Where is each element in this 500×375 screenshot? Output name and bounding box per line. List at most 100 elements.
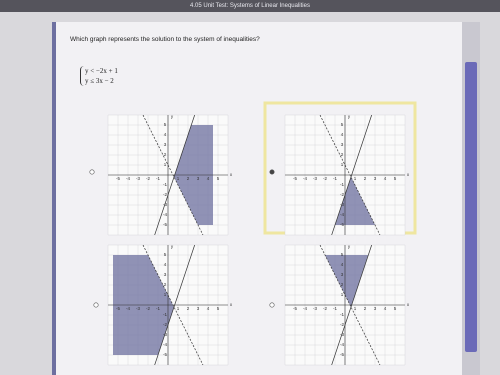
x-tick-label: -4 bbox=[126, 306, 130, 311]
x-tick-label: 4 bbox=[207, 306, 210, 311]
y-tick-label: 5 bbox=[341, 252, 344, 257]
x-tick-label: -4 bbox=[303, 176, 307, 181]
y-tick-label: 5 bbox=[341, 122, 344, 127]
x-tick-label: 1 bbox=[354, 176, 357, 181]
x-tick-label: 3 bbox=[374, 306, 377, 311]
radio-button[interactable] bbox=[269, 302, 275, 308]
y-tick-label: 3 bbox=[341, 272, 344, 277]
inequality-system: y < −2x + 1 y ≤ 3x − 2 bbox=[80, 66, 118, 86]
x-tick-label: -5 bbox=[293, 176, 297, 181]
y-axis-label: y bbox=[348, 114, 351, 119]
y-tick-label: 1 bbox=[164, 162, 167, 167]
x-tick-label: 4 bbox=[384, 306, 387, 311]
y-tick-label: -4 bbox=[340, 342, 344, 347]
y-tick-label: 3 bbox=[341, 142, 344, 147]
y-tick-label: -4 bbox=[163, 212, 167, 217]
x-tick-label: 2 bbox=[364, 306, 367, 311]
x-tick-label: 5 bbox=[394, 176, 397, 181]
y-tick-label: 3 bbox=[164, 272, 167, 277]
x-tick-label: 5 bbox=[217, 306, 220, 311]
x-tick-label: 2 bbox=[187, 176, 190, 181]
x-tick-label: -5 bbox=[116, 176, 120, 181]
inequality: y ≤ 3x − 2 bbox=[85, 77, 114, 85]
x-tick-label: -4 bbox=[126, 176, 130, 181]
radio-button[interactable] bbox=[269, 169, 275, 175]
x-tick-label: 2 bbox=[364, 176, 367, 181]
x-tick-label: -1 bbox=[156, 176, 160, 181]
y-tick-label: 4 bbox=[164, 262, 167, 267]
x-tick-label: -1 bbox=[333, 176, 337, 181]
y-tick-label: 3 bbox=[164, 142, 167, 147]
y-tick-label: -3 bbox=[163, 332, 167, 337]
graph: -5 -5 -4 -4 -3 -3 -2 -2 -1-1 1 1 2 2 3 3 4 4 5 5 x y bbox=[284, 114, 410, 236]
boundary-solid bbox=[331, 245, 372, 365]
y-tick-label: -3 bbox=[163, 202, 167, 207]
x-tick-label: -3 bbox=[136, 306, 140, 311]
x-tick-label: -3 bbox=[313, 306, 317, 311]
x-tick-label: 3 bbox=[197, 306, 200, 311]
x-axis-label: x bbox=[407, 172, 410, 177]
test-title: 4.05 Unit Test: Systems of Linear Inequa… bbox=[0, 0, 500, 12]
x-tick-label: 1 bbox=[177, 306, 180, 311]
y-tick-label: -1 bbox=[340, 182, 344, 187]
x-axis-label: x bbox=[230, 302, 233, 307]
inequality: y < −2x + 1 bbox=[85, 67, 118, 75]
boundary-dashed bbox=[319, 115, 381, 235]
x-tick-label: 5 bbox=[394, 306, 397, 311]
x-tick-label: -3 bbox=[136, 176, 140, 181]
x-tick-label: -1 bbox=[156, 306, 160, 311]
y-tick-label: -5 bbox=[163, 222, 167, 227]
x-tick-label: -4 bbox=[303, 306, 307, 311]
y-axis-label: y bbox=[171, 244, 174, 249]
y-tick-label: 1 bbox=[341, 292, 344, 297]
x-tick-label: -2 bbox=[323, 176, 327, 181]
y-tick-label: -2 bbox=[163, 192, 167, 197]
x-tick-label: 4 bbox=[207, 176, 210, 181]
boundary-solid bbox=[331, 115, 372, 235]
x-tick-label: 2 bbox=[187, 306, 190, 311]
x-tick-label: -2 bbox=[146, 306, 150, 311]
x-tick-label: 1 bbox=[354, 306, 357, 311]
y-tick-label: 5 bbox=[164, 252, 167, 257]
question-prompt: Which graph represents the solution to t… bbox=[70, 36, 260, 43]
y-tick-label: -1 bbox=[163, 182, 167, 187]
y-axis-label: y bbox=[171, 114, 174, 119]
y-tick-label: -2 bbox=[163, 322, 167, 327]
x-tick-label: 5 bbox=[217, 176, 220, 181]
y-tick-label: 5 bbox=[164, 122, 167, 127]
x-tick-label: 3 bbox=[374, 176, 377, 181]
scroll-thumb[interactable] bbox=[465, 62, 477, 352]
scrollbar[interactable] bbox=[462, 22, 480, 375]
x-tick-label: -3 bbox=[313, 176, 317, 181]
y-tick-label: 4 bbox=[164, 132, 167, 137]
boundary-dashed bbox=[319, 245, 381, 365]
radio-button[interactable] bbox=[89, 169, 95, 175]
y-tick-label: -5 bbox=[163, 352, 167, 357]
graph: -5 -5 -4 -4 -3 -3 -2 -2 -1-1 1 1 2 2 3 3 4 4 5 5 x y bbox=[107, 114, 233, 236]
x-tick-label: 4 bbox=[384, 176, 387, 181]
x-tick-label: -2 bbox=[146, 176, 150, 181]
x-axis-label: x bbox=[230, 172, 233, 177]
x-tick-label: -5 bbox=[116, 306, 120, 311]
y-tick-label: -5 bbox=[340, 222, 344, 227]
y-tick-label: 2 bbox=[164, 152, 167, 157]
boundary-solid bbox=[154, 245, 195, 365]
boundary-dashed bbox=[142, 115, 204, 235]
radio-button[interactable] bbox=[93, 302, 99, 308]
y-tick-label: -2 bbox=[340, 192, 344, 197]
boundary-dashed bbox=[142, 245, 204, 365]
y-tick-label: -5 bbox=[340, 352, 344, 357]
y-tick-label: 2 bbox=[164, 282, 167, 287]
y-tick-label: 4 bbox=[341, 262, 344, 267]
y-tick-label: -1 bbox=[340, 312, 344, 317]
y-tick-label: 1 bbox=[164, 292, 167, 297]
y-tick-label: -3 bbox=[340, 332, 344, 337]
y-tick-label: -4 bbox=[163, 342, 167, 347]
x-tick-label: 1 bbox=[177, 176, 180, 181]
y-tick-label: -4 bbox=[340, 212, 344, 217]
x-tick-label: -5 bbox=[293, 306, 297, 311]
x-axis-label: x bbox=[407, 302, 410, 307]
